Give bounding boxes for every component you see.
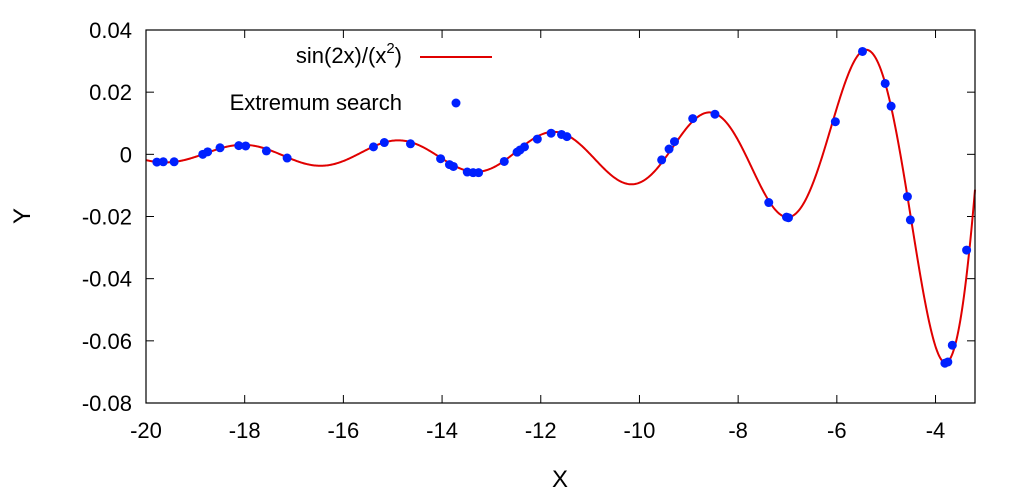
x-tick-label: -12 — [525, 418, 557, 443]
legend: sin(2x)/(x2) Extremum search — [230, 40, 492, 115]
extremum-point — [282, 153, 292, 163]
extremum-point — [783, 213, 793, 223]
x-tick-label: -18 — [229, 418, 261, 443]
extremum-point — [436, 154, 446, 164]
x-tick-label: -14 — [426, 418, 458, 443]
extremum-point — [546, 128, 556, 138]
extremum-point — [880, 78, 890, 88]
extremum-point — [158, 157, 168, 167]
extremum-point — [234, 141, 244, 151]
extremum-point — [905, 215, 915, 225]
extremum-point — [152, 157, 162, 167]
series-layer — [145, 46, 976, 368]
y-axis-title: Y — [9, 208, 36, 224]
extremum-point — [962, 245, 972, 255]
extremum-point — [215, 143, 225, 153]
x-tick-label: -10 — [624, 418, 656, 443]
extremum-point — [499, 156, 509, 166]
extremum-point — [857, 46, 867, 56]
extremum-point — [241, 141, 251, 151]
x-tick-label: -4 — [926, 418, 946, 443]
extremum-point — [169, 157, 179, 167]
extremum-point — [764, 198, 774, 208]
legend-label-line-base: sin(2x)/(x — [296, 43, 386, 68]
legend-label-scatter: Extremum search — [230, 90, 402, 115]
x-axis-title: X — [552, 466, 568, 493]
y-tick-label: 0 — [120, 142, 132, 167]
extremum-point — [562, 132, 572, 142]
legend-label-line-superscript: 2 — [386, 40, 394, 57]
extremum-point — [405, 139, 415, 149]
extremum-point — [379, 138, 389, 148]
plot-frame — [145, 29, 976, 404]
extremum-point — [519, 142, 529, 152]
extremum-point — [688, 114, 698, 124]
extremum-point — [669, 137, 679, 147]
x-tick-label: -16 — [327, 418, 359, 443]
extremum-point — [261, 146, 271, 156]
extremum-point — [474, 168, 484, 178]
y-tick-label: -0.04 — [82, 267, 132, 292]
extremum-point — [886, 101, 896, 111]
extremum-point — [902, 192, 912, 202]
extremum-point — [830, 117, 840, 127]
extremum-point — [943, 357, 953, 367]
y-tick-label: 0.02 — [89, 80, 132, 105]
extremum-point — [657, 155, 667, 165]
legend-label-line-suffix: ) — [395, 43, 402, 68]
extremum-point — [710, 109, 720, 119]
y-tick-label: -0.02 — [82, 205, 132, 230]
extremum-point — [947, 340, 957, 350]
y-tick-label: 0.04 — [89, 18, 132, 43]
extremum-point — [448, 161, 458, 171]
y-tick-label: -0.08 — [82, 391, 132, 416]
extremum-point — [203, 147, 213, 157]
x-tick-label: -6 — [827, 418, 847, 443]
legend-swatch-point — [451, 98, 461, 108]
y-tick-label: -0.06 — [82, 329, 132, 354]
x-tick-label: -8 — [728, 418, 748, 443]
extremum-point — [532, 134, 542, 144]
extremum-point — [368, 142, 378, 152]
extremum-point — [664, 144, 674, 154]
legend-label-line: sin(2x)/(x2) — [296, 40, 402, 68]
tick-layer: -20 -18 -16 -14 -12 -10 -8 -6 -4 0.04 0.02 0 -0.02 -0… — [82, 18, 975, 443]
x-tick-label: -20 — [130, 418, 162, 443]
